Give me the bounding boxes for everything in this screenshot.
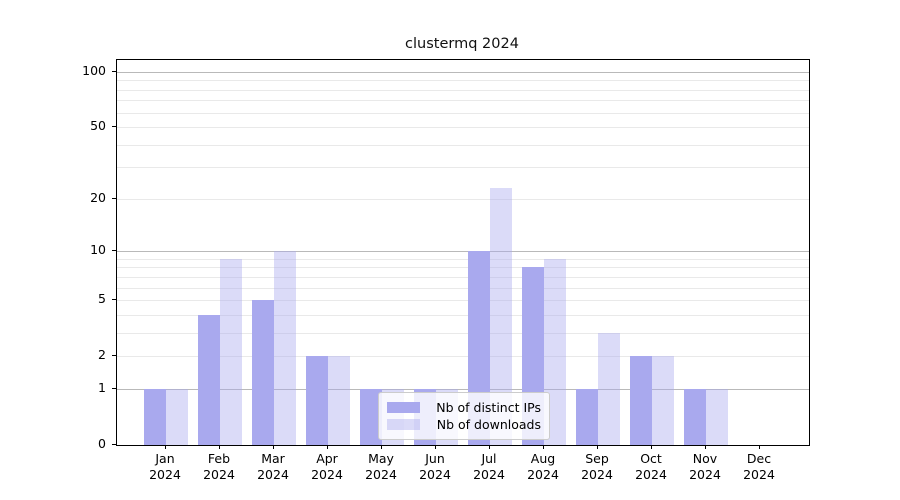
gridline-9	[117, 258, 809, 260]
y-tick-mark-1	[112, 388, 116, 389]
legend-swatch-nb-of-downloads	[387, 419, 420, 430]
gridline-100	[117, 71, 809, 73]
x-tick-mark-apr-2024	[327, 445, 328, 449]
bar-nb-of-downloads-jul-2024	[490, 188, 512, 445]
gridline-3	[117, 332, 809, 334]
y-tick-mark-5	[112, 299, 116, 300]
bar-nb-of-distinct-ips-may-2024	[360, 389, 382, 445]
plot-area: Nb of distinct IPs Nb of downloads	[116, 59, 810, 446]
x-tick-mark-jun-2024	[435, 445, 436, 449]
legend: Nb of distinct IPs Nb of downloads	[378, 392, 550, 440]
y-tick-label-1: 1	[98, 379, 106, 395]
x-tick-label-feb-2024: Feb 2024	[203, 451, 235, 482]
y-tick-label-5: 5	[98, 291, 106, 307]
x-tick-mark-jan-2024	[165, 445, 166, 449]
y-tick-mark-20	[112, 198, 116, 199]
gridline-6	[117, 287, 809, 289]
x-tick-label-apr-2024: Apr 2024	[311, 451, 343, 482]
bar-nb-of-downloads-nov-2024	[706, 389, 728, 445]
x-tick-mark-jul-2024	[489, 445, 490, 449]
y-tick-mark-50	[112, 126, 116, 127]
bar-nb-of-distinct-ips-jan-2024	[144, 389, 166, 445]
x-tick-mark-sep-2024	[597, 445, 598, 449]
x-tick-label-may-2024: May 2024	[365, 451, 397, 482]
y-tick-mark-100	[112, 71, 116, 72]
bar-nb-of-downloads-sep-2024	[598, 332, 620, 445]
gridline-40	[117, 144, 809, 146]
x-tick-mark-dec-2024	[759, 445, 760, 449]
bar-nb-of-distinct-ips-apr-2024	[306, 356, 328, 445]
bar-nb-of-distinct-ips-oct-2024	[630, 356, 652, 445]
gridline-80	[117, 89, 809, 91]
bar-nb-of-distinct-ips-nov-2024	[684, 389, 706, 445]
gridline-60	[117, 112, 809, 114]
gridline-2	[117, 356, 809, 358]
bar-nb-of-distinct-ips-sep-2024	[576, 389, 598, 445]
bar-nb-of-downloads-apr-2024	[328, 356, 350, 445]
legend-label: Nb of distinct IPs	[436, 400, 541, 415]
x-tick-label-jan-2024: Jan 2024	[149, 451, 181, 482]
x-tick-mark-aug-2024	[543, 445, 544, 449]
legend-item-nb-of-distinct-ips: Nb of distinct IPs	[387, 399, 541, 416]
x-tick-label-mar-2024: Mar 2024	[257, 451, 289, 482]
gridline-8	[117, 267, 809, 269]
x-tick-mark-nov-2024	[705, 445, 706, 449]
legend-item-nb-of-downloads: Nb of downloads	[387, 416, 541, 433]
x-tick-label-sep-2024: Sep 2024	[581, 451, 613, 482]
legend-swatch-nb-of-distinct-ips	[387, 402, 420, 413]
y-tick-label-20: 20	[90, 189, 106, 205]
bar-nb-of-downloads-jan-2024	[166, 389, 188, 445]
x-tick-label-aug-2024: Aug 2024	[527, 451, 559, 482]
gridline-1	[117, 389, 809, 390]
gridline-30	[117, 167, 809, 169]
y-tick-mark-2	[112, 355, 116, 356]
gridline-20	[117, 198, 809, 200]
x-tick-mark-feb-2024	[219, 445, 220, 449]
bar-nb-of-downloads-mar-2024	[274, 251, 296, 445]
bar-nb-of-downloads-feb-2024	[220, 258, 242, 445]
gridline-50	[117, 127, 809, 129]
x-tick-mark-oct-2024	[651, 445, 652, 449]
bar-nb-of-distinct-ips-mar-2024	[252, 300, 274, 445]
gridline-10	[117, 251, 809, 253]
x-tick-label-dec-2024: Dec 2024	[743, 451, 775, 482]
bar-nb-of-downloads-oct-2024	[652, 356, 674, 445]
chart-title: clustermq 2024	[405, 36, 519, 52]
bar-nb-of-distinct-ips-feb-2024	[198, 314, 220, 445]
legend-label: Nb of downloads	[436, 417, 541, 432]
gridline-90	[117, 80, 809, 82]
gridline-70	[117, 100, 809, 102]
x-tick-mark-mar-2024	[273, 445, 274, 449]
y-tick-label-10: 10	[90, 242, 106, 258]
x-tick-label-jun-2024: Jun 2024	[419, 451, 451, 482]
x-tick-label-nov-2024: Nov 2024	[689, 451, 721, 482]
x-tick-label-oct-2024: Oct 2024	[635, 451, 667, 482]
y-tick-mark-0	[112, 444, 116, 445]
y-tick-label-2: 2	[98, 347, 106, 363]
gridline-4	[117, 314, 809, 316]
x-tick-label-jul-2024: Jul 2024	[473, 451, 505, 482]
x-tick-mark-may-2024	[381, 445, 382, 449]
y-tick-label-100: 100	[82, 62, 106, 78]
gridline-7	[117, 276, 809, 278]
y-tick-label-0: 0	[98, 436, 106, 451]
y-tick-label-50: 50	[90, 118, 106, 134]
y-tick-mark-10	[112, 250, 116, 251]
gridline-5	[117, 300, 809, 302]
